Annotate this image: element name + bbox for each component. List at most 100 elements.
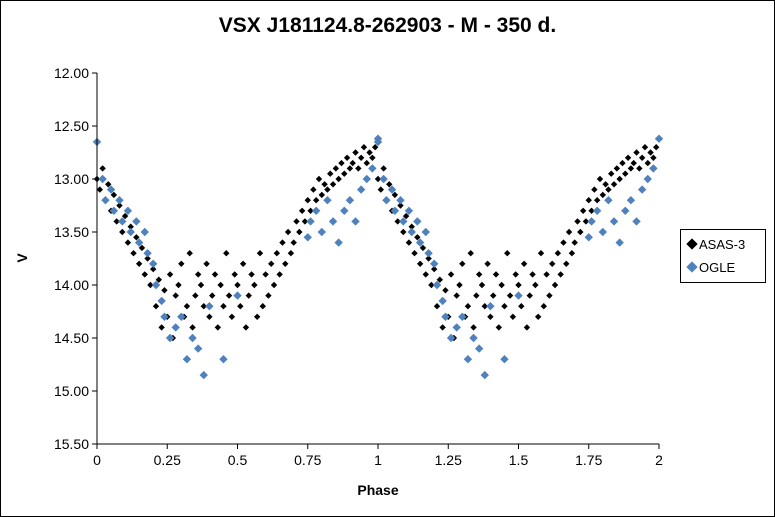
asas3-point bbox=[644, 159, 651, 167]
asas3-point bbox=[357, 154, 365, 161]
ogle-point bbox=[486, 302, 495, 311]
asas3-point bbox=[189, 324, 196, 331]
asas3-point bbox=[397, 202, 404, 209]
ogle-point bbox=[480, 370, 489, 380]
asas3-point bbox=[290, 239, 297, 246]
asas3-point bbox=[498, 281, 505, 289]
legend-item-ogle: OGLE bbox=[681, 258, 767, 278]
asas3-point bbox=[504, 250, 511, 257]
asas3-point bbox=[138, 244, 146, 252]
asas3-point bbox=[338, 159, 345, 167]
asas3-point bbox=[119, 228, 126, 236]
asas3-point bbox=[259, 303, 266, 310]
ogle-point bbox=[421, 227, 430, 237]
asas3-point bbox=[391, 191, 399, 199]
x-tick-label: 2 bbox=[655, 452, 663, 468]
ogle-point bbox=[441, 312, 450, 321]
ogle-point bbox=[126, 227, 135, 237]
y-axis-title: V bbox=[14, 253, 30, 263]
asas3-point bbox=[355, 165, 362, 172]
x-tick-label: 0.25 bbox=[154, 452, 181, 468]
asas3-point bbox=[141, 271, 148, 278]
ogle-point bbox=[463, 355, 473, 364]
asas3-point bbox=[439, 324, 446, 331]
y-tick-label: 13.00 bbox=[54, 171, 89, 187]
asas3-point bbox=[470, 324, 477, 331]
asas3-point bbox=[166, 271, 174, 278]
asas3-point bbox=[178, 260, 185, 267]
asas3-point bbox=[315, 175, 323, 183]
asas3-point bbox=[652, 144, 660, 151]
asas3-point bbox=[279, 239, 286, 246]
legend-marker-asas3 bbox=[686, 238, 698, 250]
ogle-point bbox=[404, 206, 414, 215]
asas3-point bbox=[551, 281, 559, 289]
asas3-point bbox=[225, 292, 233, 299]
ogle-point bbox=[345, 196, 355, 205]
asas3-point bbox=[127, 223, 134, 230]
asas3-point bbox=[341, 170, 348, 177]
asas3-point bbox=[276, 271, 283, 278]
asas3-point bbox=[537, 250, 545, 257]
ogle-point bbox=[615, 238, 624, 247]
ogle-point bbox=[233, 291, 242, 300]
asas3-point bbox=[158, 324, 165, 331]
asas3-point bbox=[360, 144, 368, 151]
asas3-point bbox=[588, 207, 595, 214]
asas3-point bbox=[554, 250, 562, 257]
asas3-point bbox=[475, 271, 483, 278]
ogle-point bbox=[368, 164, 377, 173]
asas3-point bbox=[318, 191, 325, 199]
asas3-point bbox=[638, 154, 646, 161]
asas3-point bbox=[447, 271, 455, 278]
asas3-point bbox=[234, 281, 241, 289]
asas3-point bbox=[155, 276, 163, 283]
asas3-point bbox=[231, 271, 238, 278]
asas3-point bbox=[633, 149, 640, 156]
asas3-point bbox=[349, 159, 356, 167]
ogle-point bbox=[399, 217, 408, 226]
x-tick-label: 0.5 bbox=[228, 452, 248, 468]
asas3-point bbox=[324, 186, 331, 193]
asas3-point bbox=[265, 292, 272, 299]
x-tick-label: 0.75 bbox=[294, 452, 321, 468]
asas3-point bbox=[605, 186, 612, 193]
asas3-point bbox=[436, 276, 444, 283]
asas3-point bbox=[220, 303, 227, 310]
asas3-point bbox=[321, 181, 328, 188]
asas3-point bbox=[565, 228, 573, 236]
ogle-point bbox=[219, 355, 228, 364]
asas3-point bbox=[624, 154, 632, 161]
asas3-series bbox=[93, 144, 660, 342]
asas3-point bbox=[99, 165, 106, 172]
ogle-point bbox=[134, 238, 144, 247]
asas3-point bbox=[262, 271, 269, 278]
ogle-point bbox=[373, 134, 383, 143]
asas3-point bbox=[515, 281, 522, 289]
ogle-point bbox=[188, 333, 197, 343]
ogle-point bbox=[151, 280, 161, 290]
asas3-point bbox=[400, 228, 407, 236]
ogle-point bbox=[438, 296, 447, 306]
ogle-point bbox=[205, 302, 214, 311]
asas3-point bbox=[616, 175, 623, 183]
x-tick-label: 1.5 bbox=[509, 452, 529, 468]
ogle-point bbox=[157, 296, 166, 306]
ogle-point bbox=[115, 196, 124, 205]
asas3-point bbox=[622, 170, 629, 177]
asas3-point bbox=[478, 281, 486, 289]
ogle-point bbox=[592, 206, 602, 215]
asas3-point bbox=[186, 250, 193, 257]
asas3-point bbox=[585, 197, 592, 204]
asas3-point bbox=[433, 303, 441, 310]
asas3-point bbox=[608, 170, 615, 177]
asas3-point bbox=[197, 281, 205, 289]
ogle-point bbox=[101, 196, 110, 205]
x-axis-title: Phase bbox=[357, 482, 398, 498]
ogle-point bbox=[160, 312, 169, 321]
asas3-point bbox=[192, 292, 199, 299]
asas3-point bbox=[175, 281, 182, 289]
asas3-point bbox=[245, 292, 252, 299]
